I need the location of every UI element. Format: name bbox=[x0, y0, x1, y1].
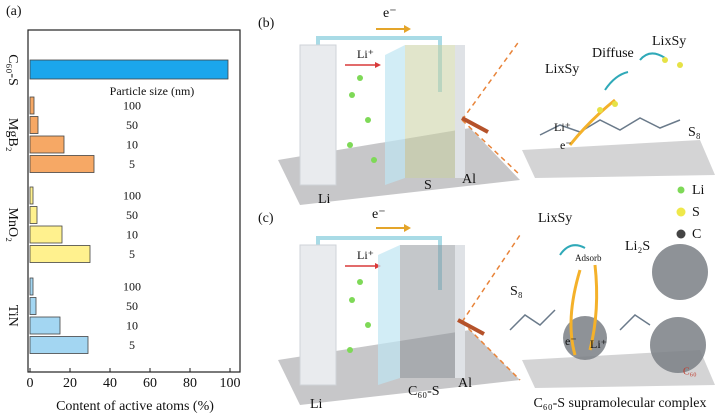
group-label: MgB₂ bbox=[5, 118, 20, 152]
product-label: LixSy bbox=[652, 34, 686, 49]
x-tick-label: 60 bbox=[143, 376, 157, 391]
legend-swatch bbox=[677, 186, 685, 194]
ion-label: Li⁺ bbox=[357, 248, 374, 262]
bar bbox=[29, 135, 65, 154]
collector-label: Al bbox=[462, 172, 476, 187]
bar bbox=[29, 277, 34, 296]
panel-label: (b) bbox=[258, 16, 275, 31]
bar bbox=[29, 206, 38, 224]
category-label: 10 bbox=[126, 318, 138, 332]
product-label: LixSy bbox=[538, 211, 572, 226]
bar bbox=[29, 116, 39, 134]
species-label: S₈ bbox=[688, 125, 701, 140]
cathode-label: C₆₀-S bbox=[408, 384, 440, 399]
x-axis-label: Content of active atoms (%) bbox=[56, 399, 214, 414]
group-label: TiN bbox=[5, 305, 20, 327]
legend-label: C bbox=[692, 227, 701, 242]
category-label: 5 bbox=[129, 338, 135, 352]
legend-swatch bbox=[676, 229, 686, 239]
ion-label: Li⁺ bbox=[357, 47, 374, 61]
anode-label: Li bbox=[310, 397, 323, 412]
x-tick-label: 0 bbox=[27, 376, 34, 391]
panel-label: (a) bbox=[6, 4, 22, 19]
legend-swatch bbox=[676, 207, 686, 217]
species-label: C₆₀ bbox=[683, 366, 697, 377]
category-label: 5 bbox=[129, 157, 135, 171]
legend-label: Li bbox=[692, 183, 705, 198]
bar bbox=[29, 336, 89, 354]
category-label: 50 bbox=[126, 118, 138, 132]
bar bbox=[29, 186, 34, 205]
group-label: C₆₀-S bbox=[5, 54, 20, 86]
caption: C₆₀-S supramolecular complex bbox=[533, 396, 706, 411]
bar bbox=[29, 245, 91, 263]
species-label: S₈ bbox=[510, 284, 523, 299]
category-label: 50 bbox=[126, 208, 138, 222]
process-label: Adsorb bbox=[575, 253, 602, 263]
legend-label: S bbox=[692, 205, 700, 220]
ion-label: Li⁺ bbox=[590, 337, 607, 351]
anode-label: Li bbox=[318, 192, 331, 207]
plot-frame bbox=[27, 29, 241, 373]
ion-label: Li⁺ bbox=[554, 120, 571, 134]
electron-label: e⁻ bbox=[372, 207, 386, 222]
x-tick-label: 100 bbox=[220, 376, 241, 391]
category-label: 100 bbox=[123, 98, 141, 112]
panel-b-illustration bbox=[278, 25, 715, 205]
cathode-label: S bbox=[424, 178, 432, 193]
panel-c-illustration bbox=[278, 224, 715, 405]
bar bbox=[29, 225, 63, 244]
bar bbox=[29, 59, 229, 80]
electron-label: e⁻ bbox=[560, 138, 572, 152]
bar bbox=[29, 96, 35, 115]
category-label: 50 bbox=[126, 299, 138, 313]
species-label: Li₂S bbox=[625, 239, 650, 254]
x-tick-label: 20 bbox=[63, 376, 77, 391]
category-label: 10 bbox=[126, 227, 138, 241]
product-label: LixSy bbox=[545, 62, 579, 77]
group-label: MnO₂ bbox=[5, 208, 20, 243]
collector-label: Al bbox=[458, 376, 472, 391]
process-label: Diffuse bbox=[592, 46, 634, 61]
category-label: 10 bbox=[126, 137, 138, 151]
bar bbox=[29, 297, 37, 315]
bar bbox=[29, 155, 95, 173]
panel-label: (c) bbox=[258, 211, 274, 226]
bar-chart: 0 20 40 60 80 100 C₆₀-S 100 50 10 5 MgB₂ 100 50 10 5 MnO… bbox=[5, 54, 241, 391]
category-label: 100 bbox=[123, 279, 141, 293]
electron-label: e⁻ bbox=[565, 334, 577, 348]
x-tick-label: 40 bbox=[103, 376, 117, 391]
electron-label: e⁻ bbox=[383, 6, 397, 21]
x-tick-label: 80 bbox=[183, 376, 197, 391]
bar bbox=[29, 316, 61, 335]
category-label: 100 bbox=[123, 188, 141, 202]
legend-title: Particle size (nm) bbox=[110, 84, 195, 98]
category-label: 5 bbox=[129, 247, 135, 261]
